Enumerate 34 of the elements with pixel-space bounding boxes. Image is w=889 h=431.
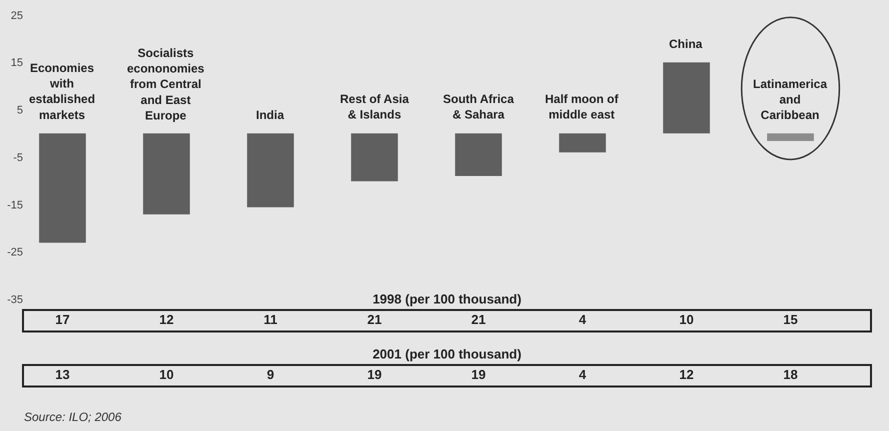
data-label: 12 — [679, 367, 694, 382]
y-tick-label: 5 — [16, 104, 23, 117]
data-label: 13 — [55, 367, 70, 382]
x-tick-label: China — [669, 37, 703, 51]
data-label: 21 — [471, 312, 486, 328]
text: 1998 (per 100 thousand) — [372, 292, 522, 307]
data-label: 18 — [783, 367, 798, 382]
data-label: 10 — [159, 367, 174, 382]
data-label: 19 — [471, 367, 486, 382]
y-tick-label: 25 — [10, 10, 23, 22]
y-tick-label: -15 — [7, 199, 23, 212]
y-tick-label: 15 — [10, 57, 23, 70]
data-label: 10 — [679, 312, 694, 328]
data-label: 12 — [159, 312, 174, 328]
y-tick-label: -5 — [13, 152, 23, 164]
x-tick-label: Socialists econonomies from Central and East Europe — [127, 46, 205, 122]
data-label: 9 — [266, 367, 274, 382]
text: 2001 (per 100 thousand) — [372, 346, 522, 362]
data-label: 4 — [578, 367, 587, 382]
x-tick-label: Rest of Asia & Islands — [340, 92, 410, 122]
data-label: 19 — [367, 367, 382, 382]
data-label: 15 — [783, 312, 798, 328]
x-tick-label: India — [256, 108, 284, 122]
data-label: 4 — [578, 312, 587, 328]
source-note: Source: ILO; 2006 — [24, 410, 122, 424]
y-tick-label: -25 — [7, 246, 23, 259]
x-tick-label: Latinamerica and Caribbean — [753, 77, 828, 122]
x-tick-label: Half moon of middle east — [545, 92, 620, 122]
data-label: 21 — [367, 312, 382, 328]
y-tick-label: -35 — [7, 294, 23, 306]
x-tick-label: Economies with established markets — [29, 61, 96, 122]
data-label: 17 — [55, 312, 70, 328]
data-label: 11 — [264, 312, 278, 328]
x-tick-label: South Africa & Sahara — [443, 92, 514, 122]
